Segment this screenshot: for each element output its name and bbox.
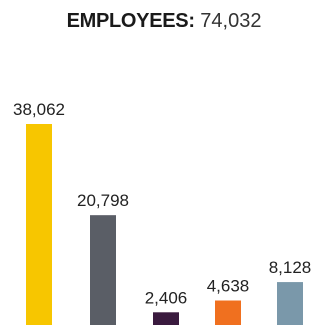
bar-value-label-3: 2,406 <box>145 288 188 307</box>
bar-value-label-1: 38,062 <box>13 100 65 119</box>
bar-5 <box>277 282 303 325</box>
bar-value-label-4: 4,638 <box>207 277 250 296</box>
bar-value-label-5: 8,128 <box>269 258 312 277</box>
employees-total: 74,032 <box>200 10 262 32</box>
bar-value-label-2: 20,798 <box>77 191 129 210</box>
bar-4 <box>215 300 241 325</box>
bar-2 <box>90 215 116 325</box>
employees-label: EMPLOYEES: <box>66 10 195 32</box>
chart-header: EMPLOYEES: 74,032 <box>0 8 328 34</box>
bar-1 <box>26 124 52 325</box>
bar-3 <box>153 312 179 325</box>
